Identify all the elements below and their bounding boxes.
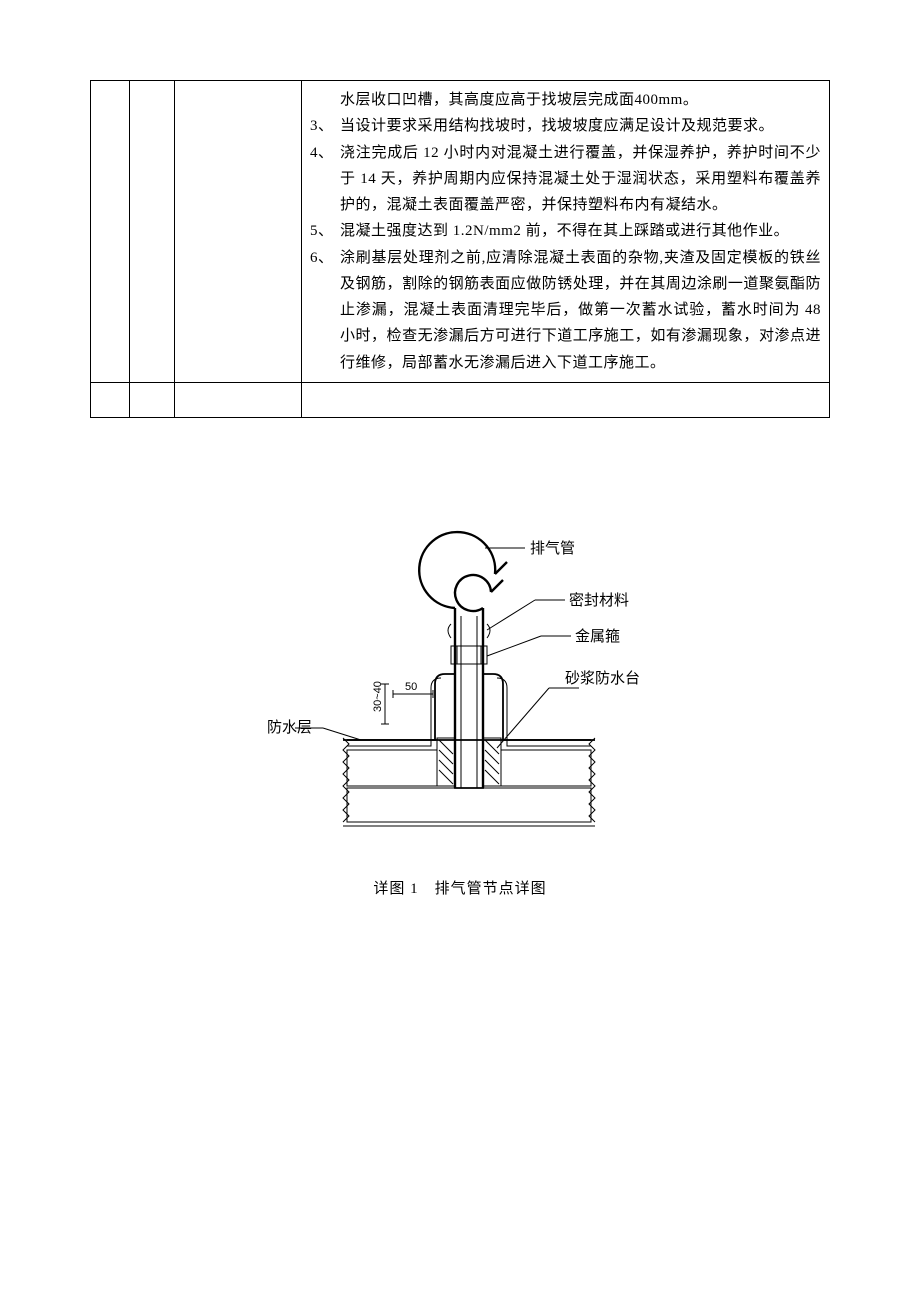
continuation-text: 水层收口凹槽，其高度应高于找坡层完成面400mm。 xyxy=(310,87,821,113)
list-item: 6、 涂刷基层处理剂之前,应清除混凝土表面的杂物,夹渣及固定模板的铁丝及钢筋，割… xyxy=(310,245,821,376)
item-number: 5、 xyxy=(310,218,340,244)
cell-b xyxy=(130,81,175,383)
dim-width: 50 xyxy=(405,681,417,693)
cell-content: 水层收口凹槽，其高度应高于找坡层完成面400mm。 3、 当设计要求采用结构找坡… xyxy=(302,81,830,383)
item-text: 涂刷基层处理剂之前,应清除混凝土表面的杂物,夹渣及固定模板的铁丝及钢筋，割除的钢… xyxy=(340,245,821,376)
item-number: 3、 xyxy=(310,113,340,139)
item-number: 6、 xyxy=(310,245,340,271)
label-mortar-curb: 砂浆防水台 xyxy=(565,669,640,687)
label-wp-layer: 防水层 xyxy=(267,719,312,736)
spec-table: 水层收口凹槽，其高度应高于找坡层完成面400mm。 3、 当设计要求采用结构找坡… xyxy=(90,80,830,418)
item-text: 当设计要求采用结构找坡时，找坡坡度应满足设计及规范要求。 xyxy=(340,113,821,139)
item-number: 4、 xyxy=(310,140,340,166)
exhaust-pipe-detail-svg: 30~40 50 排气管 密封材料 金属箍 砂浆防水台 xyxy=(265,488,655,858)
empty-row xyxy=(91,382,830,417)
figure-caption: 详图 1 排气管节点详图 xyxy=(90,877,830,898)
cell-c xyxy=(175,81,302,383)
cell-a xyxy=(91,81,130,383)
label-exhaust-pipe: 排气管 xyxy=(530,540,575,557)
item-text: 浇注完成后 12 小时内对混凝土进行覆盖，并保湿养护，养护时间不少于 14 天，… xyxy=(340,140,821,219)
item-text: 混凝土强度达到 1.2N/mm2 前，不得在其上踩踏或进行其他作业。 xyxy=(340,218,821,244)
dim-height: 30~40 xyxy=(372,681,384,712)
label-sealant: 密封材料 xyxy=(569,592,629,609)
list-item: 4、 浇注完成后 12 小时内对混凝土进行覆盖，并保湿养护，养护时间不少于 14… xyxy=(310,140,821,219)
list-item: 3、 当设计要求采用结构找坡时，找坡坡度应满足设计及规范要求。 xyxy=(310,113,821,139)
list-item: 5、 混凝土强度达到 1.2N/mm2 前，不得在其上踩踏或进行其他作业。 xyxy=(310,218,821,244)
figure: 30~40 50 排气管 密封材料 金属箍 砂浆防水台 xyxy=(90,488,830,898)
label-metal-hoop: 金属箍 xyxy=(575,628,620,645)
